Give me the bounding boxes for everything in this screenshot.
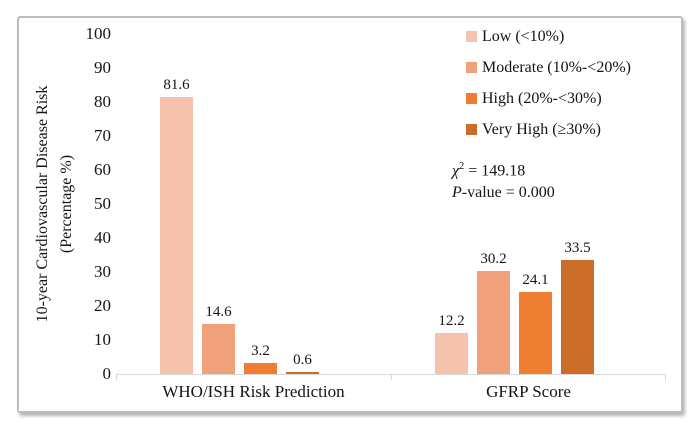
bar-value-label: 14.6: [205, 304, 232, 321]
x-axis-line: [116, 374, 666, 375]
y-axis-tick-label: 70: [94, 126, 111, 145]
bar-moderate: [202, 324, 235, 374]
legend: Low (<10%) Moderate (10%-<20%) High (20%-<…: [466, 26, 631, 140]
statistics-annotation: χ2 = 149.18 P-value = 0.000: [452, 156, 555, 204]
bar-high: [519, 292, 552, 374]
y-axis-tick-label: 20: [94, 296, 111, 315]
y-axis-tick-label: 10: [94, 330, 111, 349]
bar-value-label: 12.2: [438, 312, 465, 329]
bar-high: [244, 363, 277, 374]
bar-value-label: 30.2: [480, 251, 507, 268]
legend-label: Moderate (10%-<20%): [482, 58, 631, 76]
p-symbol: P: [452, 184, 462, 202]
chart-card: 10-year Cardiovascular Disease Risk (Per…: [17, 16, 683, 413]
bar-value-label: 33.5: [564, 240, 591, 257]
bar-very: [286, 371, 319, 374]
x-axis-category-label: GFRP Score: [486, 382, 571, 401]
bar-value-label: 0.6: [293, 351, 312, 368]
y-axis-tick-label: 100: [85, 24, 112, 43]
bar-value-label: 24.1: [522, 272, 549, 289]
y-axis-tick-label: 30: [94, 262, 111, 281]
bar-low: [435, 332, 468, 374]
y-axis-tick-label: 50: [94, 194, 111, 213]
legend-swatch: [466, 31, 477, 42]
legend-swatch: [466, 93, 477, 104]
x-axis-tick-mark: [391, 375, 392, 380]
legend-label: High (20%-<30%): [482, 89, 602, 107]
legend-swatch: [466, 62, 477, 73]
x-axis-tick-mark: [116, 375, 117, 380]
bar-very: [561, 260, 594, 374]
legend-label: Very High (≥30%): [482, 120, 601, 138]
legend-item: High (20%-<30%): [466, 88, 631, 109]
bar-value-label: 3.2: [251, 343, 270, 360]
y-axis-title-line1: 10-year Cardiovascular Disease Risk: [34, 85, 51, 323]
y-axis-tick-label: 40: [94, 228, 111, 247]
y-axis-tick-label: 0: [102, 364, 112, 383]
legend-label: Low (<10%): [482, 27, 565, 45]
y-axis-tick-label: 80: [94, 92, 111, 111]
chi-square-stat: χ2 = 149.18: [452, 156, 555, 182]
legend-item: Low (<10%): [466, 26, 631, 47]
legend-item: Very High (≥30%): [466, 119, 631, 140]
bar-moderate: [477, 271, 510, 374]
y-axis-tick-label: 60: [94, 160, 111, 179]
bar-value-label: 81.6: [163, 76, 190, 93]
plot-area: 81.6 14.6 3.2 0.6 12.2 30.2 24.1 33.5: [116, 34, 666, 380]
chi-symbol: χ: [452, 162, 460, 180]
chi-exponent: 2: [459, 161, 465, 172]
x-axis-category-label: WHO/ISH Risk Prediction: [162, 382, 345, 401]
y-axis-tick-label: 90: [94, 58, 111, 77]
bar-low: [160, 96, 193, 374]
p-value-text: -value = 0.000: [461, 184, 555, 202]
x-axis-tick-mark: [665, 375, 666, 380]
legend-item: Moderate (10%-<20%): [466, 57, 631, 78]
legend-swatch: [466, 124, 477, 135]
chi-value: = 149.18: [464, 162, 526, 180]
p-value-stat: P-value = 0.000: [452, 182, 555, 204]
